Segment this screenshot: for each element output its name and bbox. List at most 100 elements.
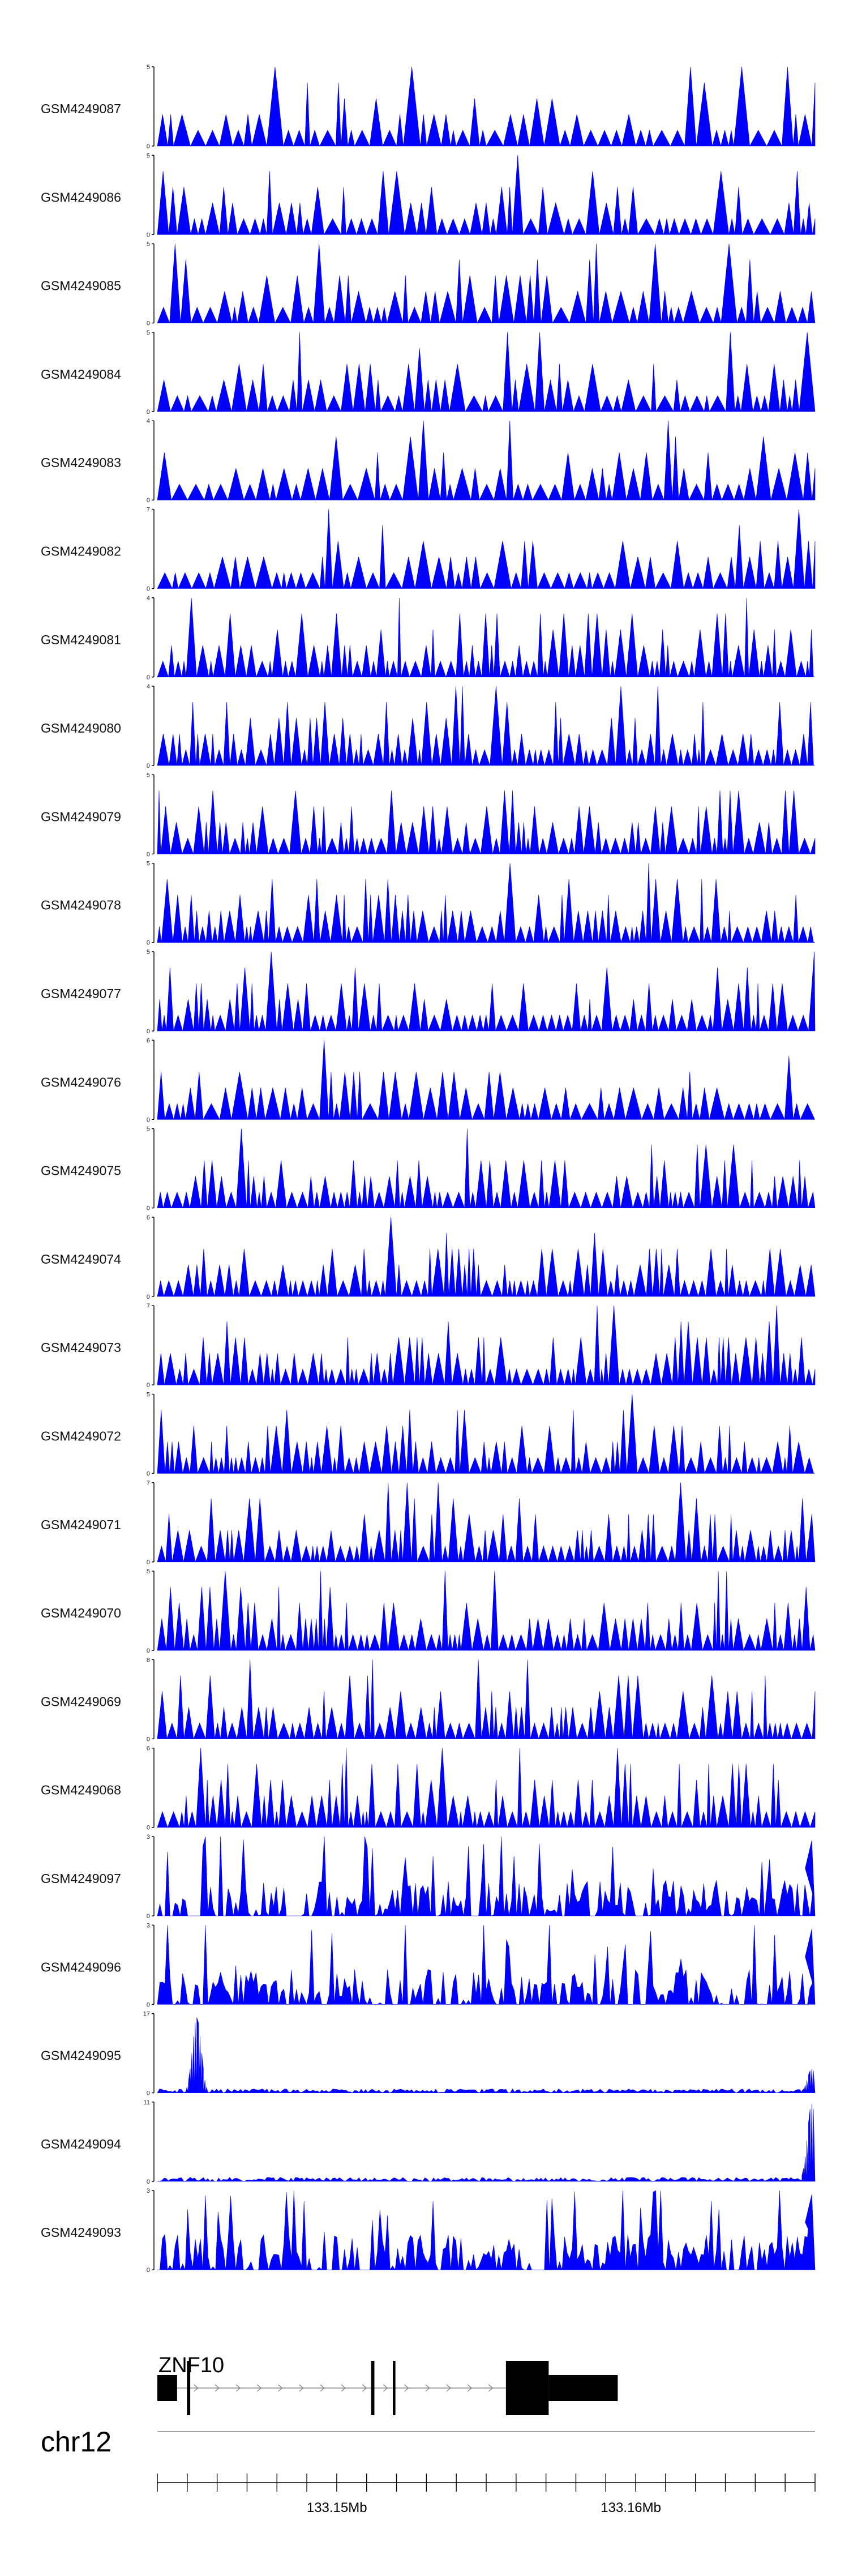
exon-block <box>548 2375 618 2401</box>
chromosome-track: chr12 <box>41 2426 815 2458</box>
track-gsm4249080: GSM4249080 4 0 <box>41 683 815 769</box>
y-tick-label: 0 <box>147 232 150 238</box>
coverage-area <box>157 1836 816 1917</box>
track-gsm4249093: GSM4249093 3 0 <box>41 2188 816 2274</box>
y-tick-label: 5 <box>147 861 150 867</box>
coverage-area <box>157 509 816 589</box>
track-gsm4249068: GSM4249068 6 0 <box>41 1745 816 1832</box>
track-gsm4249076: GSM4249076 6 0 <box>41 1037 815 1123</box>
y-tick-label: 0 <box>147 2090 150 2097</box>
y-tick-label: 5 <box>147 330 150 336</box>
exon-block <box>505 2361 549 2415</box>
coverage-area <box>157 2017 816 2094</box>
y-tick-label: 0 <box>147 851 150 858</box>
track-label: GSM4249097 <box>41 1871 121 1886</box>
coverage-area <box>157 1748 816 1828</box>
strand-arrow <box>446 2384 452 2392</box>
y-tick-label: 0 <box>147 1559 150 1566</box>
y-tick-label: 0 <box>147 143 150 150</box>
y-tick-label: 5 <box>147 1392 150 1398</box>
y-tick-label: 0 <box>147 1471 150 1478</box>
y-tick-label: 0 <box>147 2267 150 2274</box>
track-label: GSM4249073 <box>41 1340 121 1355</box>
y-tick-label: 5 <box>147 241 150 248</box>
y-tick-label: 5 <box>147 64 150 71</box>
track-gsm4249078: GSM4249078 5 0 <box>41 861 815 947</box>
coverage-area <box>157 421 816 501</box>
track-gsm4249082: GSM4249082 7 0 <box>41 507 816 593</box>
strand-arrow <box>299 2384 304 2392</box>
track-gsm4249081: GSM4249081 4 0 <box>41 595 815 681</box>
y-tick-label: 4 <box>147 595 150 602</box>
coverage-area <box>157 951 816 1032</box>
strand-arrow <box>425 2384 430 2392</box>
track-gsm4249096: GSM4249096 3 0 <box>41 1922 816 2008</box>
strand-arrow <box>235 2384 241 2392</box>
exon-block <box>157 2375 177 2401</box>
track-label: GSM4249082 <box>41 544 121 559</box>
y-tick-label: 5 <box>147 152 150 159</box>
track-label: GSM4249083 <box>41 455 121 470</box>
track-gsm4249073: GSM4249073 7 0 <box>41 1303 816 1389</box>
gene-track: ZNF10 <box>157 2354 618 2415</box>
exon-block <box>371 2361 375 2415</box>
genome-axis: 133.15Mb 133.16Mb <box>157 2474 816 2515</box>
y-tick-label: 0 <box>147 763 150 769</box>
track-label: GSM4249076 <box>41 1075 121 1089</box>
track-gsm4249069: GSM4249069 8 0 <box>41 1657 816 1743</box>
y-tick-label: 4 <box>147 418 150 425</box>
strand-arrow <box>362 2384 367 2392</box>
y-tick-label: 11 <box>144 2099 150 2106</box>
track-gsm4249095: GSM4249095 17 0 <box>41 2011 816 2097</box>
coverage-area <box>157 155 816 236</box>
y-tick-label: 4 <box>147 683 150 690</box>
track-gsm4249084: GSM4249084 5 0 <box>41 330 816 416</box>
y-tick-label: 0 <box>147 1294 150 1300</box>
coverage-area <box>157 66 816 147</box>
track-label: GSM4249084 <box>41 367 121 382</box>
coverage-area <box>157 1394 815 1474</box>
strand-arrow <box>467 2384 473 2392</box>
coverage-area <box>157 686 815 767</box>
strand-arrow <box>256 2384 262 2392</box>
y-tick-label: 5 <box>147 1126 150 1133</box>
y-tick-label: 0 <box>147 586 150 593</box>
y-tick-label: 7 <box>147 1303 150 1310</box>
y-tick-label: 5 <box>147 949 150 956</box>
gene-name-label: ZNF10 <box>158 2354 224 2377</box>
y-tick-label: 0 <box>147 1028 150 1035</box>
y-tick-label: 0 <box>147 320 150 327</box>
y-tick-label: 0 <box>147 2001 150 2008</box>
track-label: GSM4249069 <box>41 1694 121 1709</box>
track-gsm4249086: GSM4249086 5 0 <box>41 152 816 238</box>
y-tick-label: 0 <box>147 497 150 504</box>
strand-arrow <box>383 2384 388 2392</box>
coverage-tracks: GSM424908750GSM424908650GSM424908550GSM4… <box>41 64 816 2274</box>
coverage-area <box>157 1925 816 2005</box>
track-label: GSM4249074 <box>41 1252 121 1266</box>
coverage-area <box>157 597 815 678</box>
coverage-area <box>157 1571 816 1651</box>
strand-arrow <box>488 2384 494 2392</box>
track-label: GSM4249072 <box>41 1429 121 1444</box>
coverage-area <box>157 1128 816 1209</box>
strand-arrow <box>341 2384 346 2392</box>
track-label: GSM4249096 <box>41 1959 121 1974</box>
track-gsm4249071: GSM4249071 7 0 <box>41 1480 816 1566</box>
track-label: GSM4249086 <box>41 190 121 204</box>
track-gsm4249079: GSM4249079 5 0 <box>41 772 816 858</box>
track-label: GSM4249071 <box>41 1517 121 1532</box>
track-gsm4249085: GSM4249085 5 0 <box>41 241 816 327</box>
track-label: GSM4249081 <box>41 632 121 647</box>
coverage-area <box>157 243 816 324</box>
y-tick-label: 0 <box>147 1913 150 1920</box>
track-gsm4249077: GSM4249077 5 0 <box>41 949 816 1035</box>
coverage-area <box>157 790 816 855</box>
track-gsm4249083: GSM4249083 4 0 <box>41 418 816 504</box>
track-label: GSM4249094 <box>41 2137 121 2151</box>
y-tick-label: 0 <box>147 940 150 947</box>
y-tick-label: 0 <box>147 1205 150 1212</box>
y-tick-label: 6 <box>147 1214 150 1221</box>
y-tick-label: 0 <box>147 1825 150 1832</box>
track-label: GSM4249087 <box>41 101 121 116</box>
